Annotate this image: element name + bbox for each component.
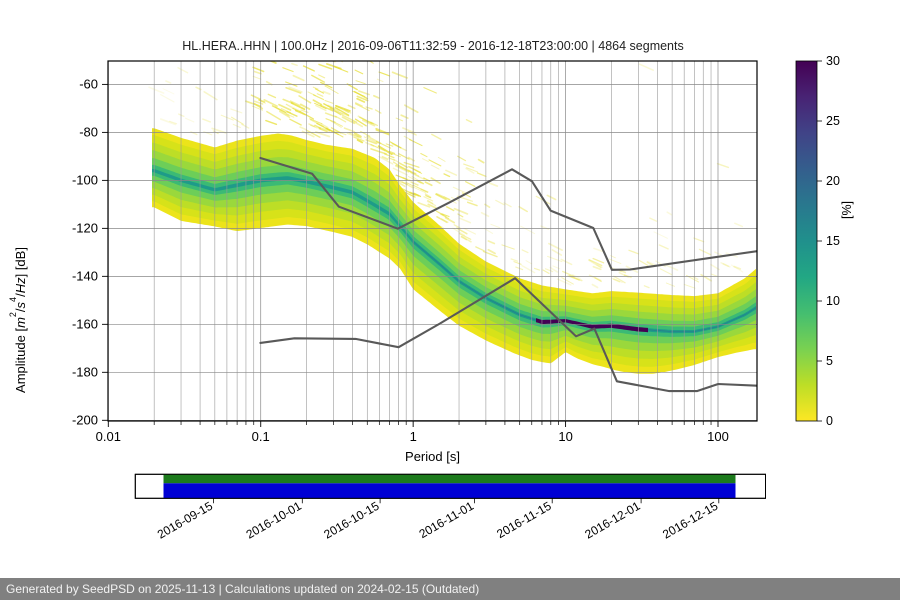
svg-text:10: 10 bbox=[826, 294, 840, 308]
svg-text:2016-12-15: 2016-12-15 bbox=[660, 499, 720, 542]
svg-text:15: 15 bbox=[826, 234, 840, 248]
svg-text:2016-12-01: 2016-12-01 bbox=[582, 499, 642, 542]
svg-text:0.01: 0.01 bbox=[96, 429, 121, 444]
svg-text:25: 25 bbox=[826, 114, 840, 128]
svg-text:-100: -100 bbox=[72, 172, 98, 187]
svg-text:Period [s]: Period [s] bbox=[405, 449, 460, 464]
svg-text:2016-09-15: 2016-09-15 bbox=[155, 499, 215, 542]
svg-text:10: 10 bbox=[558, 429, 572, 444]
svg-text:100: 100 bbox=[707, 429, 729, 444]
svg-text:0: 0 bbox=[826, 414, 833, 428]
svg-text:-180: -180 bbox=[72, 364, 98, 379]
svg-text:-120: -120 bbox=[72, 220, 98, 235]
svg-text:2016-10-01: 2016-10-01 bbox=[244, 499, 304, 542]
svg-text:2016-11-01: 2016-11-01 bbox=[417, 499, 477, 542]
svg-text:-60: -60 bbox=[79, 76, 98, 91]
svg-text:30: 30 bbox=[826, 54, 840, 68]
svg-text:20: 20 bbox=[826, 174, 840, 188]
svg-text:-140: -140 bbox=[72, 268, 98, 283]
svg-text:2016-10-15: 2016-10-15 bbox=[321, 499, 381, 542]
svg-text:0.1: 0.1 bbox=[252, 429, 270, 444]
svg-text:-80: -80 bbox=[79, 124, 98, 139]
svg-text:-200: -200 bbox=[72, 412, 98, 427]
svg-text:5: 5 bbox=[826, 354, 833, 368]
svg-text:-160: -160 bbox=[72, 316, 98, 331]
svg-text:1: 1 bbox=[410, 429, 417, 444]
svg-text:2016-11-15: 2016-11-15 bbox=[494, 499, 554, 542]
